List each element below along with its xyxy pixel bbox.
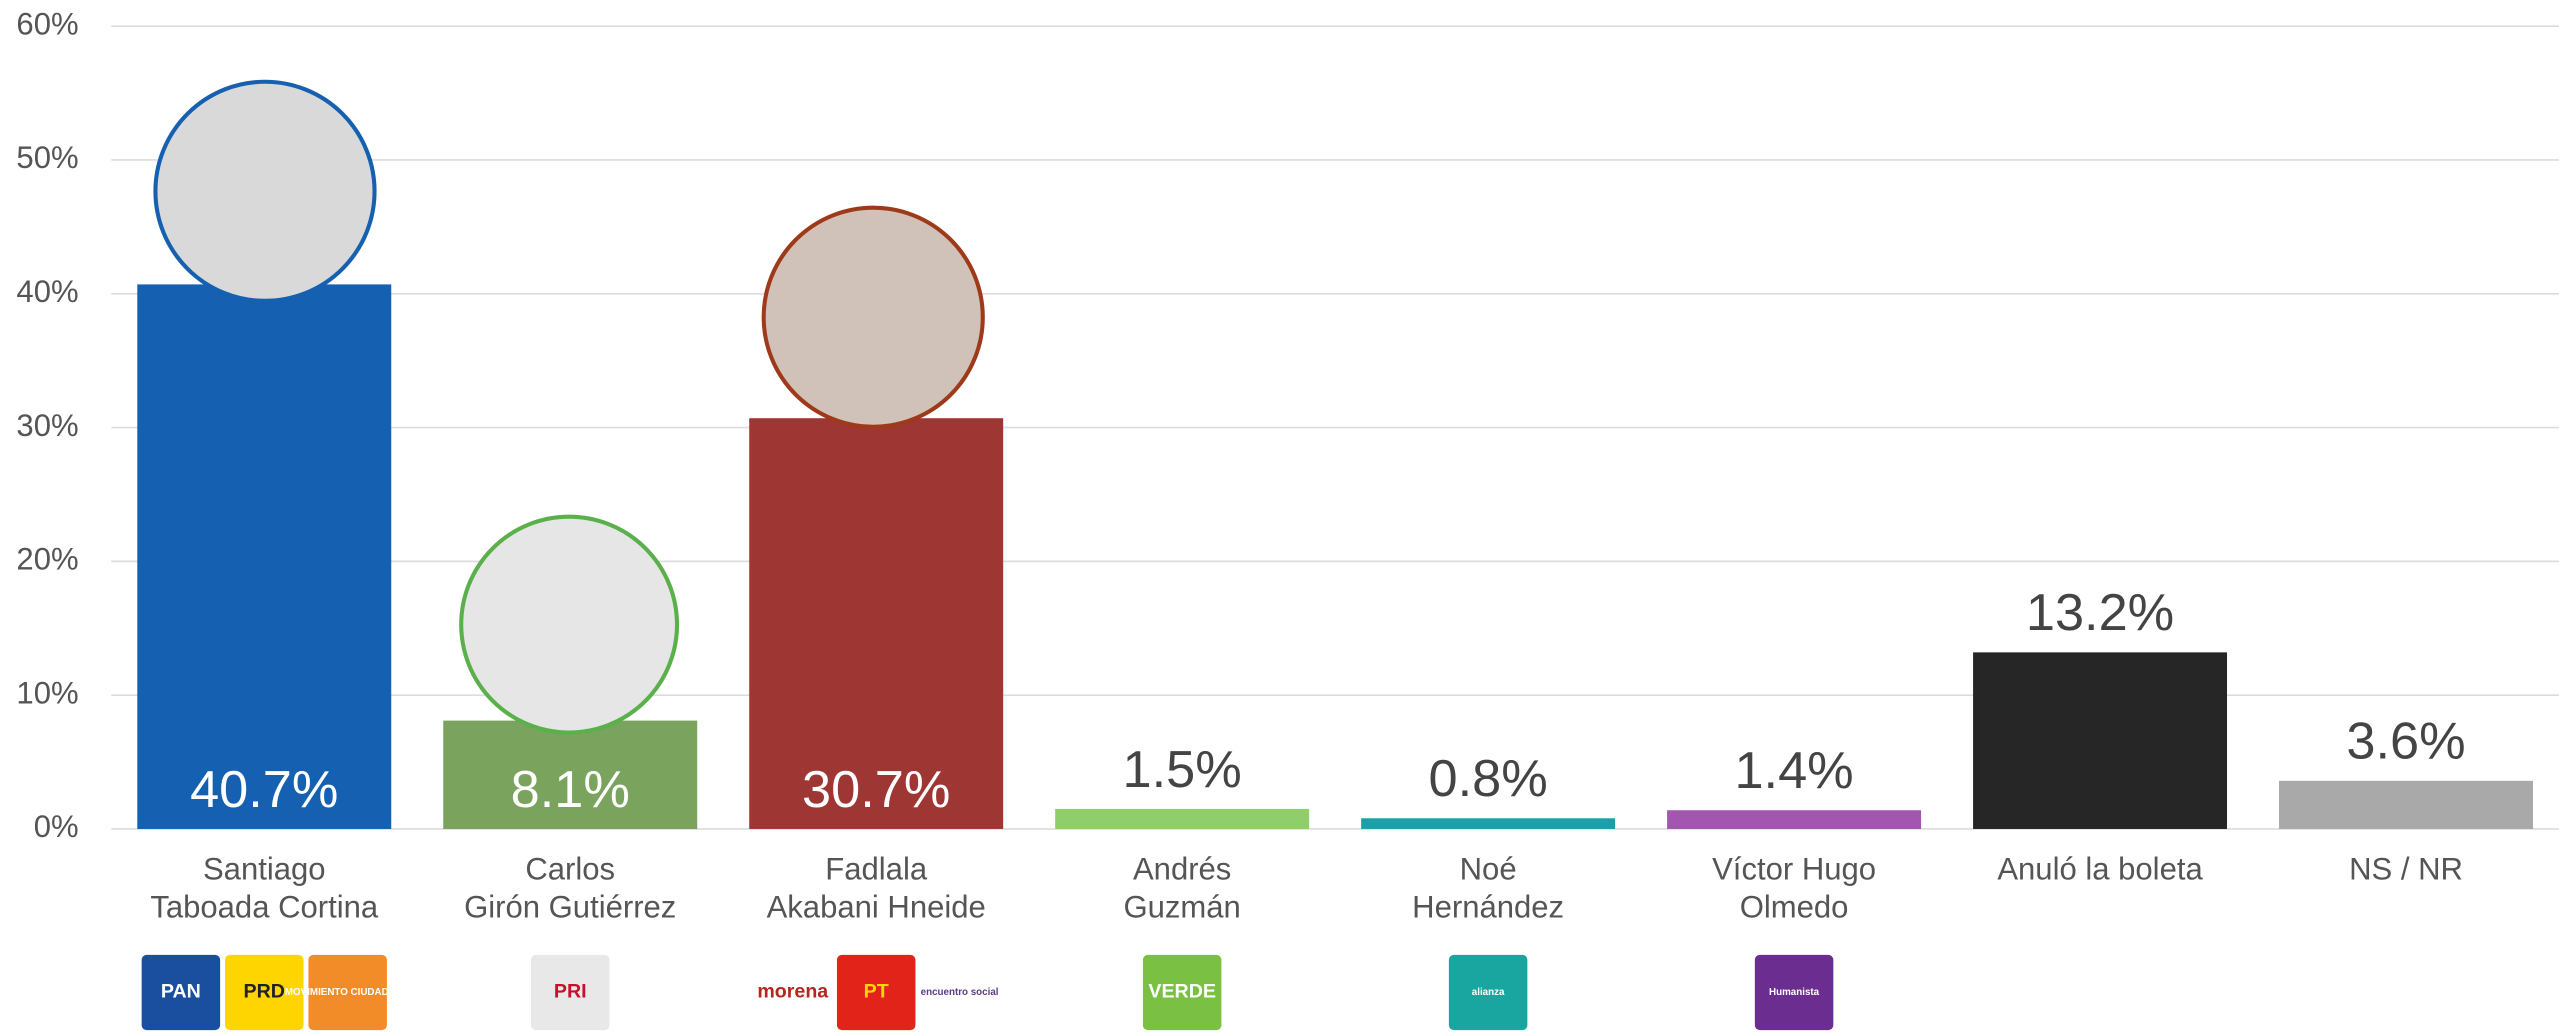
y-tick-label: 40% bbox=[16, 274, 78, 309]
x-tick-label: Noé bbox=[1460, 852, 1517, 887]
x-tick-label: Carlos bbox=[525, 852, 615, 887]
bar bbox=[1667, 810, 1921, 829]
party-logo-label: alianza bbox=[1472, 987, 1505, 998]
y-tick-label: 30% bbox=[16, 408, 78, 443]
value-label: 13.2% bbox=[2026, 584, 2174, 642]
party-logo-label: MOVIMIENTO CIUDADANO bbox=[285, 987, 411, 998]
candidate-photo bbox=[461, 517, 677, 733]
party-logo-label: PRI bbox=[554, 981, 587, 1003]
bar bbox=[137, 284, 391, 829]
y-tick-label: 50% bbox=[16, 140, 78, 175]
candidate-photo bbox=[155, 82, 374, 301]
bar bbox=[1973, 652, 2227, 829]
y-tick-label: 20% bbox=[16, 542, 78, 577]
x-tick-label: Akabani Hneide bbox=[767, 889, 986, 924]
party-logo-label: VERDE bbox=[1148, 981, 1216, 1003]
party-logo-label: morena bbox=[757, 981, 829, 1003]
party-logo-label: Humanista bbox=[1769, 987, 1820, 998]
bar bbox=[1361, 818, 1615, 829]
page: 60% 50% 40% 30% 20% 10% 0% 40.7% SantiagoTaboad… bbox=[0, 0, 2564, 1035]
x-tick-label: Olmedo bbox=[1740, 889, 1849, 924]
x-tick-label: NS / NR bbox=[2349, 852, 2463, 887]
chart: 60% 50% 40% 30% 20% 10% 0% 40.7% SantiagoTaboad… bbox=[0, 0, 2564, 1035]
party-logo-label: encuentro social bbox=[921, 987, 999, 998]
party-logo-label: PT bbox=[864, 981, 889, 1003]
x-tick-label: Girón Gutiérrez bbox=[464, 889, 676, 924]
value-label: 0.8% bbox=[1428, 750, 1547, 808]
x-tick-label: Víctor Hugo bbox=[1712, 852, 1876, 887]
y-tick-label: 0% bbox=[34, 809, 79, 844]
y-tick-label: 60% bbox=[16, 6, 78, 41]
party-logo-label: PAN bbox=[161, 981, 201, 1003]
bar bbox=[2279, 781, 2533, 829]
x-tick-label: Santiago bbox=[203, 852, 326, 887]
x-tick-label: Taboada Cortina bbox=[150, 889, 379, 924]
x-tick-label: Fadlala bbox=[825, 852, 928, 887]
value-label: 30.7% bbox=[802, 761, 950, 819]
x-tick-label: Andrés bbox=[1133, 852, 1231, 887]
value-label: 8.1% bbox=[511, 761, 630, 819]
party-logo-label: PRD bbox=[244, 981, 285, 1003]
x-tick-label: Guzmán bbox=[1123, 889, 1240, 924]
x-tick-label: Hernández bbox=[1412, 889, 1564, 924]
value-label: 1.5% bbox=[1123, 741, 1242, 799]
candidate-photo bbox=[764, 208, 983, 427]
bar bbox=[1055, 809, 1309, 829]
y-tick-label: 10% bbox=[16, 675, 78, 710]
value-label: 1.4% bbox=[1734, 742, 1853, 800]
value-label: 3.6% bbox=[2346, 713, 2465, 771]
value-label: 40.7% bbox=[190, 761, 338, 819]
x-tick-label: Anuló la boleta bbox=[1997, 852, 2203, 887]
